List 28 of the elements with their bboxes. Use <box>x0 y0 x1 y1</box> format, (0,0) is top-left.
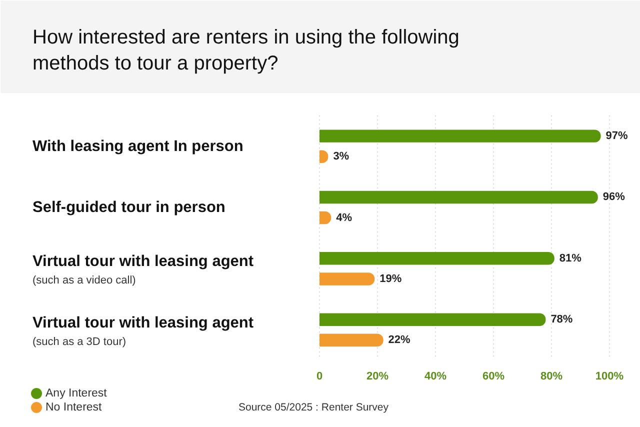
legend-label: No Interest <box>46 402 103 414</box>
y-tick-label: Virtual tour with leasing agent (such as a 3D tour) <box>32 314 254 348</box>
bar <box>320 252 554 265</box>
x-tick-label: 40% <box>424 370 447 382</box>
data-label: 97% <box>606 130 628 142</box>
bar <box>320 334 384 347</box>
bar <box>320 313 546 326</box>
data-label: 96% <box>602 191 626 204</box>
data-label: 78% <box>550 314 573 326</box>
x-tick-label: 20% <box>366 370 389 382</box>
legend-label: Any Interest <box>46 388 108 400</box>
data-label: 81% <box>559 252 582 264</box>
data-label: 22% <box>388 334 411 346</box>
bar <box>320 190 598 204</box>
y-tick-label: With leasing agent In person <box>32 138 244 155</box>
y-tick-label: Virtual tour with leasing agent (such as a video call) <box>32 253 254 287</box>
bar <box>320 272 375 286</box>
x-tick-label: 0 <box>316 370 323 382</box>
bar <box>320 130 601 142</box>
data-label: 3% <box>333 150 350 163</box>
x-tick-label: 100% <box>595 370 624 382</box>
data-label: 19% <box>380 272 402 285</box>
y-tick-label: Self-guided tour in person <box>32 199 226 216</box>
x-tick-label: 60% <box>482 370 505 382</box>
chart-title: How interested are renters in using the following methods to tour a property? <box>32 26 460 75</box>
data-label: 4% <box>336 212 352 224</box>
source-note: Source 05/2025 : Renter Survey <box>238 402 390 414</box>
x-tick-label: 80% <box>540 370 563 382</box>
